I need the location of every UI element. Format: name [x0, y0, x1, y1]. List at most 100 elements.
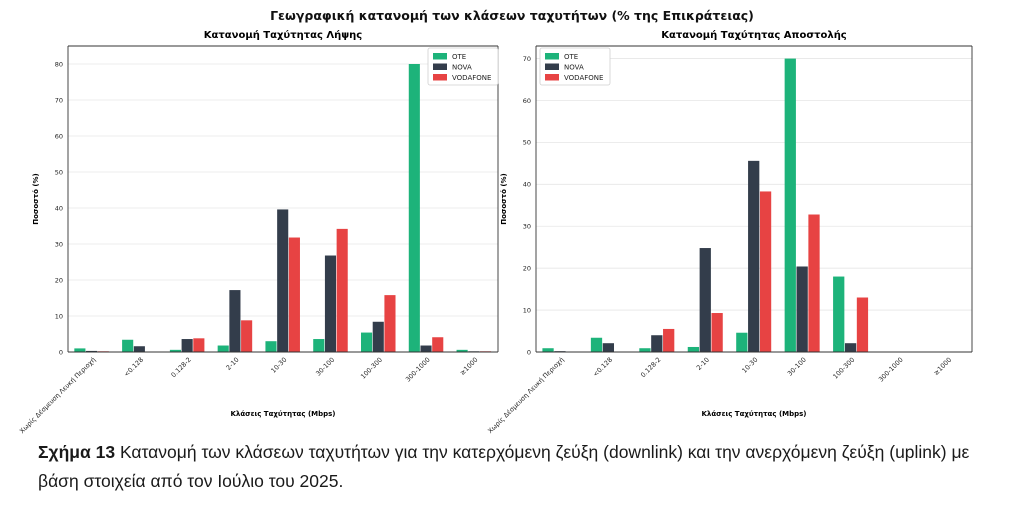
x-tick-label: <0.128 [591, 356, 614, 379]
x-tick-label: ≥1000 [458, 356, 479, 377]
y-tick-label: 20 [55, 276, 63, 284]
y-tick-label: 20 [523, 264, 531, 272]
y-tick-label: 60 [55, 132, 63, 140]
bar-vodafone [663, 328, 675, 352]
chart-title: Κατανομή Ταχύτητας Αποστολής [661, 29, 847, 41]
bar-ote [217, 345, 229, 352]
bar-ote [74, 348, 86, 352]
x-axis-label: Κλάσεις Ταχύτητας (Mbps) [230, 410, 335, 418]
bar-nova [699, 248, 711, 352]
legend-label-vodafone: VODAFONE [564, 74, 603, 82]
bar-nova [651, 335, 663, 352]
legend-label-nova: NOVA [452, 64, 472, 72]
legend: OTE NOVA VODAFONE [427, 47, 499, 86]
bar-ote [265, 341, 277, 352]
bar-vodafone [759, 191, 772, 352]
legend-swatch-vodafone [433, 74, 447, 81]
bar-ote [542, 348, 554, 352]
bar-nova [796, 266, 808, 352]
y-tick-label: 40 [55, 204, 63, 212]
bar-ote [169, 349, 181, 352]
chart-title: Κατανομή Ταχύτητας Λήψης [204, 29, 362, 41]
bar-ote [360, 332, 373, 352]
x-tick-label: 10-30 [740, 356, 759, 375]
bar-nova [133, 346, 145, 352]
bar-ote [408, 64, 420, 352]
legend-label-vodafone: VODAFONE [452, 74, 491, 82]
figure-caption: Σχήμα 13 Κατανομή των κλάσεων ταχυτήτων … [38, 438, 998, 496]
y-tick-label: 10 [523, 306, 531, 314]
bar-nova [420, 345, 432, 352]
bar-nova [181, 339, 193, 352]
y-tick-label: 70 [523, 55, 531, 63]
x-tick-label: <0.128 [122, 356, 145, 379]
x-tick-label: 0.128-2 [169, 356, 192, 379]
y-tick-label: 80 [55, 60, 63, 68]
bar-ote [639, 348, 651, 352]
bar-vodafone [711, 313, 723, 352]
y-tick-label: 50 [55, 168, 63, 176]
x-tick-label: 2-10 [225, 356, 241, 372]
legend-label-ote: OTE [564, 53, 578, 61]
bar-nova [324, 255, 337, 352]
bar-ote [687, 346, 700, 352]
y-axis-label: Ποσοστό (%) [500, 173, 508, 225]
bar-ote [590, 337, 603, 352]
legend-label-nova: NOVA [564, 64, 584, 72]
bar-nova [372, 321, 384, 352]
bar-vodafone [336, 228, 348, 352]
bar-nova [602, 343, 615, 352]
bar-ote [456, 349, 468, 352]
bar-vodafone [432, 337, 444, 352]
bar-vodafone [288, 237, 300, 352]
bar-nova [844, 343, 857, 352]
y-tick-label: 40 [523, 181, 531, 189]
download-chart: Κατανομή Ταχύτητας Λήψης 0 10 20 30 40 50 60 70 8… [18, 29, 499, 435]
caption-text: Κατανομή των κλάσεων ταχυτήτων για την κ… [38, 442, 970, 491]
y-tick-label: 60 [523, 97, 531, 105]
upload-chart: Κατανομή Ταχύτητας Αποστολής 0 10 20 30 40 50 6… [486, 29, 973, 435]
x-tick-label: 30-100 [314, 356, 336, 378]
bar-vodafone [856, 297, 869, 352]
legend: OTE NOVA VODAFONE [539, 47, 611, 86]
figure-title: Γεωγραφική κατανομή των κλάσεων ταχυτήτω… [270, 8, 754, 23]
y-tick-label: 30 [523, 223, 531, 231]
bar-nova [229, 290, 241, 352]
y-tick-label: 70 [55, 96, 63, 104]
x-tick-label: 30-100 [786, 356, 808, 378]
x-axis-label: Κλάσεις Ταχύτητας (Mbps) [701, 410, 806, 418]
y-tick-label: 10 [55, 312, 63, 320]
caption-label: Σχήμα 13 [38, 442, 116, 462]
x-tick-label: ≥1000 [932, 356, 953, 377]
bar-vodafone [384, 295, 396, 352]
x-tick-label: Χωρίς Δέσμευση Λευκή Περιοχή [18, 356, 97, 435]
y-tick-label: 0 [59, 348, 63, 356]
x-tick-label: 100-300 [359, 356, 384, 381]
bar-vodafone [241, 320, 253, 352]
bar-nova [277, 209, 289, 352]
x-tick-label: 300-1000 [404, 356, 432, 384]
bar-ote [313, 339, 325, 352]
bar-vodafone [808, 214, 820, 352]
bar-ote [833, 276, 845, 352]
y-tick-label: 50 [523, 139, 531, 147]
x-tick-label: 2-10 [695, 356, 711, 372]
bar-nova [748, 160, 760, 352]
x-tick-label: 100-300 [831, 356, 856, 381]
bar-ote [122, 339, 134, 352]
legend-swatch-nova [433, 63, 447, 70]
legend-swatch-ote [545, 53, 559, 60]
y-tick-label: 0 [527, 348, 531, 356]
x-tick-label: 0.128-2 [639, 356, 662, 379]
legend-swatch-nova [545, 63, 559, 70]
legend-swatch-vodafone [545, 74, 559, 81]
y-axis-label: Ποσοστό (%) [32, 173, 40, 225]
bar-ote [784, 58, 796, 352]
y-tick-label: 30 [55, 240, 63, 248]
legend-swatch-ote [433, 53, 447, 60]
legend-label-ote: OTE [452, 53, 466, 61]
bar-ote [736, 332, 748, 352]
bar-nova [86, 350, 98, 352]
x-tick-label: 10-30 [269, 356, 288, 375]
x-tick-label: 300-1000 [877, 356, 905, 384]
